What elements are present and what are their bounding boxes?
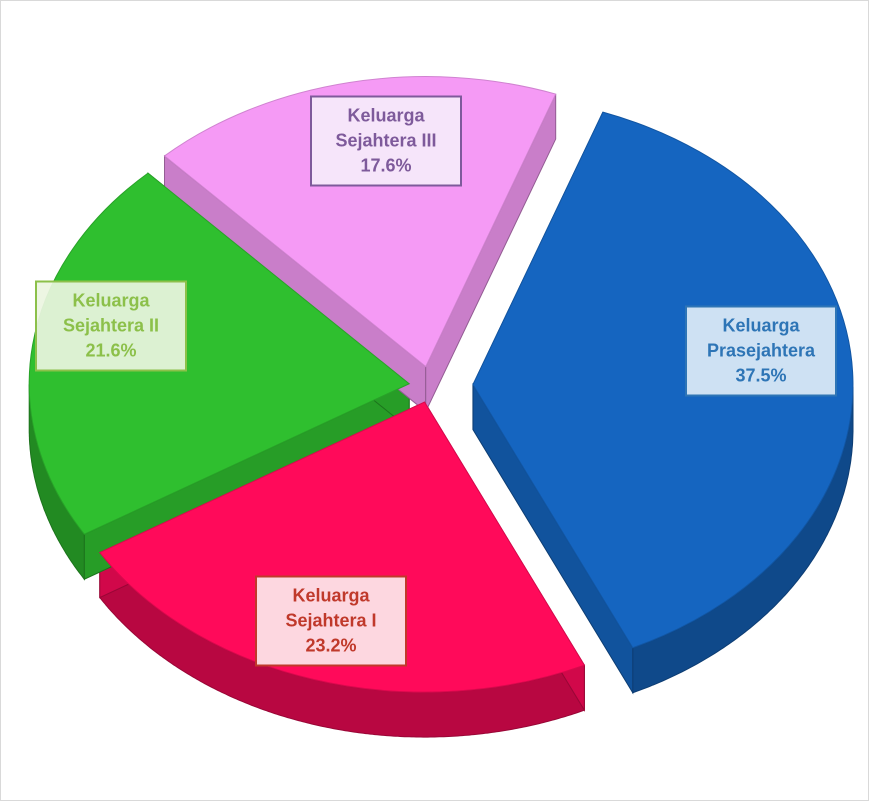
value-label: 21.6% [85,340,137,361]
slice [28,172,411,535]
category-label: Keluarga Sejahtera I [285,585,377,631]
data-label: Keluarga Sejahtera II 21.6% [35,280,187,372]
category-label: Keluarga Sejahtera II [62,290,160,336]
slice [472,111,854,649]
data-label: Keluarga Sejahtera III 17.6% [310,95,462,187]
data-label: Keluarga Prasejahtera 37.5% [685,305,837,397]
value-label: 23.2% [305,635,357,656]
category-label: Keluarga Prasejahtera [706,315,816,361]
value-label: 37.5% [735,365,787,386]
value-label: 17.6% [360,155,412,176]
slice [98,401,586,693]
category-label: Keluarga Sejahtera III [335,105,437,151]
data-label: Keluarga Sejahtera I 23.2% [255,575,407,667]
